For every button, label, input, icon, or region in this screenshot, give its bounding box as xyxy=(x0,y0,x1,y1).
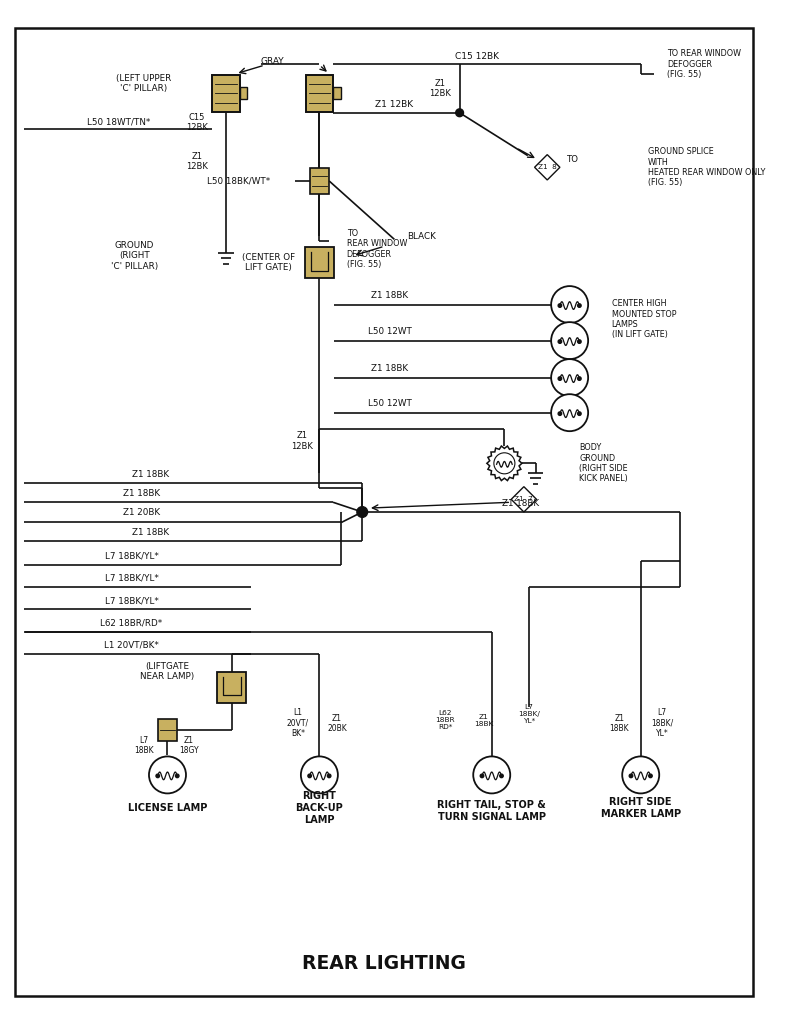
Circle shape xyxy=(623,757,660,794)
Text: GROUND
(RIGHT
'C' PILLAR): GROUND (RIGHT 'C' PILLAR) xyxy=(111,241,158,270)
Text: LICENSE LAMP: LICENSE LAMP xyxy=(128,803,207,813)
FancyBboxPatch shape xyxy=(333,87,340,99)
Text: Z1  7: Z1 7 xyxy=(515,497,533,503)
Text: Z1
18GY: Z1 18GY xyxy=(179,736,199,756)
Text: Z1
12BK: Z1 12BK xyxy=(186,152,207,171)
Text: Z1 18BK: Z1 18BK xyxy=(123,489,160,498)
Text: C15
12BK: C15 12BK xyxy=(186,113,207,132)
Text: Z1 18BK: Z1 18BK xyxy=(132,470,169,478)
Text: RIGHT
BACK-UP
LAMP: RIGHT BACK-UP LAMP xyxy=(296,792,344,824)
Text: TO REAR WINDOW
DEFOGGER
(FIG. 55): TO REAR WINDOW DEFOGGER (FIG. 55) xyxy=(667,49,741,79)
Circle shape xyxy=(176,774,179,777)
FancyBboxPatch shape xyxy=(15,28,753,996)
FancyBboxPatch shape xyxy=(240,87,247,99)
Circle shape xyxy=(578,412,581,416)
Circle shape xyxy=(149,757,186,794)
Text: L1 20VT/BK*: L1 20VT/BK* xyxy=(104,641,159,650)
FancyBboxPatch shape xyxy=(310,168,329,194)
Circle shape xyxy=(558,377,562,380)
FancyBboxPatch shape xyxy=(306,75,333,112)
Text: RIGHT SIDE
MARKER LAMP: RIGHT SIDE MARKER LAMP xyxy=(600,798,681,819)
Circle shape xyxy=(156,774,159,777)
Text: RIGHT TAIL, STOP &
TURN SIGNAL LAMP: RIGHT TAIL, STOP & TURN SIGNAL LAMP xyxy=(437,800,546,821)
Circle shape xyxy=(551,394,588,431)
Text: L7
18BK: L7 18BK xyxy=(134,736,154,756)
Circle shape xyxy=(558,304,562,307)
Circle shape xyxy=(551,323,588,359)
Text: L7 18BK/YL*: L7 18BK/YL* xyxy=(105,551,158,560)
FancyBboxPatch shape xyxy=(158,720,177,740)
Circle shape xyxy=(578,377,581,380)
Text: L50 12WT: L50 12WT xyxy=(367,328,411,336)
Text: CENTER HIGH
MOUNTED STOP
LAMPS
(IN LIFT GATE): CENTER HIGH MOUNTED STOP LAMPS (IN LIFT … xyxy=(611,299,676,339)
Text: BODY
GROUND
(RIGHT SIDE
KICK PANEL): BODY GROUND (RIGHT SIDE KICK PANEL) xyxy=(579,443,628,483)
Circle shape xyxy=(474,757,511,794)
Text: Z1
20BK: Z1 20BK xyxy=(327,714,347,733)
Text: (LIFTGATE
NEAR LAMP): (LIFTGATE NEAR LAMP) xyxy=(140,662,195,681)
Text: Z1 18BK: Z1 18BK xyxy=(132,528,169,537)
Text: TO
REAR WINDOW
DEFOGGER
(FIG. 55): TO REAR WINDOW DEFOGGER (FIG. 55) xyxy=(347,229,407,269)
Polygon shape xyxy=(511,486,537,512)
Text: (LEFT UPPER
'C' PILLAR): (LEFT UPPER 'C' PILLAR) xyxy=(117,74,172,93)
Circle shape xyxy=(494,453,515,474)
Text: L50 18WT/TN*: L50 18WT/TN* xyxy=(87,117,151,126)
Text: GROUND SPLICE
WITH
HEATED REAR WINDOW ONLY
(FIG. 55): GROUND SPLICE WITH HEATED REAR WINDOW ON… xyxy=(648,147,765,187)
Text: Z1
18BK: Z1 18BK xyxy=(609,714,629,733)
Text: C15 12BK: C15 12BK xyxy=(455,52,499,60)
Circle shape xyxy=(357,507,367,517)
Text: Z1
18BK: Z1 18BK xyxy=(474,714,493,727)
Text: L50 12WT: L50 12WT xyxy=(367,399,411,409)
Circle shape xyxy=(630,774,633,777)
Text: Z1 12BK: Z1 12BK xyxy=(375,99,414,109)
Circle shape xyxy=(455,109,463,117)
Text: L7 18BK/YL*: L7 18BK/YL* xyxy=(105,573,158,583)
Text: L7
18BK/
YL*: L7 18BK/ YL* xyxy=(518,703,540,724)
Text: Z1 18BK: Z1 18BK xyxy=(371,365,408,374)
FancyBboxPatch shape xyxy=(212,75,240,112)
Text: GRAY: GRAY xyxy=(261,56,284,66)
Text: L1
20VT/
BK*: L1 20VT/ BK* xyxy=(287,709,309,738)
Text: L7 18BK/YL*: L7 18BK/YL* xyxy=(105,596,158,605)
Circle shape xyxy=(308,774,311,777)
Circle shape xyxy=(578,340,581,343)
Text: Z1 20BK: Z1 20BK xyxy=(123,509,160,517)
Circle shape xyxy=(500,774,504,777)
Text: Z1
12BK: Z1 12BK xyxy=(429,79,451,98)
Circle shape xyxy=(327,774,331,777)
Circle shape xyxy=(551,286,588,324)
FancyBboxPatch shape xyxy=(305,247,334,279)
Text: L50 18BK/WT*: L50 18BK/WT* xyxy=(207,176,271,185)
Circle shape xyxy=(578,304,581,307)
Circle shape xyxy=(558,412,562,416)
Circle shape xyxy=(480,774,484,777)
Text: L62 18BR/RD*: L62 18BR/RD* xyxy=(100,618,162,628)
Text: (CENTER OF
LIFT GATE): (CENTER OF LIFT GATE) xyxy=(242,253,296,272)
Text: REAR LIGHTING: REAR LIGHTING xyxy=(302,954,466,974)
Circle shape xyxy=(649,774,652,777)
Text: TO: TO xyxy=(567,155,578,164)
Text: Z1
12BK: Z1 12BK xyxy=(291,431,313,451)
Circle shape xyxy=(551,359,588,396)
Circle shape xyxy=(301,757,338,794)
Text: Z1 18BK: Z1 18BK xyxy=(371,292,408,300)
Polygon shape xyxy=(534,155,560,180)
Polygon shape xyxy=(487,446,522,480)
Circle shape xyxy=(558,340,562,343)
Text: L7
18BK/
YL*: L7 18BK/ YL* xyxy=(651,709,673,738)
Text: BLACK: BLACK xyxy=(407,231,436,241)
Text: Z1 18BK: Z1 18BK xyxy=(503,499,540,508)
Text: Z1  8: Z1 8 xyxy=(538,164,556,170)
FancyBboxPatch shape xyxy=(217,672,247,702)
Text: L62
18BR
RD*: L62 18BR RD* xyxy=(435,711,455,730)
